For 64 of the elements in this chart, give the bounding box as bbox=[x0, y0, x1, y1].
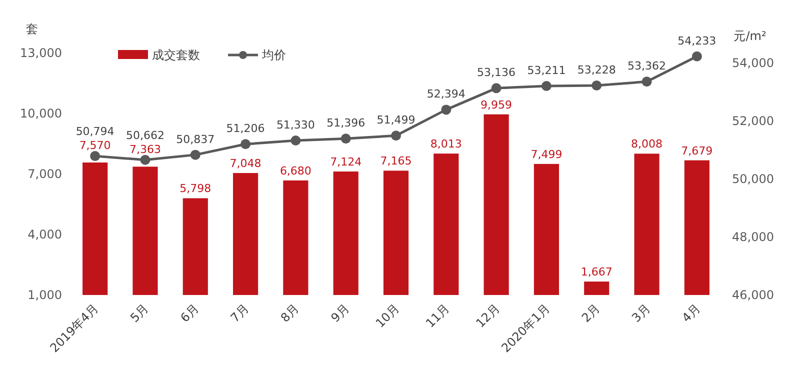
x-tick-label: 7月 bbox=[228, 301, 252, 326]
point bbox=[541, 81, 552, 92]
y2tick: 46,000 bbox=[732, 288, 774, 302]
legend-label: 成交套数 bbox=[152, 48, 200, 62]
ytick: 1,000 bbox=[28, 288, 62, 302]
point bbox=[441, 104, 452, 115]
x-tick-label: 11月 bbox=[423, 301, 452, 330]
data-label: 8,008 bbox=[631, 138, 663, 151]
x-tick-label: 5月 bbox=[128, 301, 152, 326]
data-label: 51,330 bbox=[276, 118, 315, 132]
data-label: 53,228 bbox=[577, 64, 616, 77]
y2-axis-title: 元/m² bbox=[734, 29, 766, 43]
data-label: 7,363 bbox=[129, 142, 161, 156]
point bbox=[290, 136, 301, 146]
data-label: 53,136 bbox=[477, 66, 516, 80]
ytick: 13,000 bbox=[20, 46, 62, 60]
y2tick: 48,000 bbox=[732, 230, 774, 244]
data-label: 50,837 bbox=[176, 132, 215, 146]
data-label: 7,165 bbox=[380, 154, 412, 168]
data-label: 50,662 bbox=[126, 128, 164, 142]
x-tick-label: 9月 bbox=[328, 301, 352, 326]
data-label: 53,211 bbox=[527, 64, 566, 78]
data-label: 1,667 bbox=[580, 266, 612, 279]
x-tick-label: 3月 bbox=[629, 301, 653, 326]
point bbox=[190, 150, 200, 160]
point bbox=[90, 151, 100, 162]
point bbox=[140, 154, 150, 165]
point bbox=[642, 76, 652, 87]
point bbox=[592, 80, 602, 91]
x-tick-label: 4月 bbox=[679, 301, 704, 326]
y2tick: 52,000 bbox=[732, 114, 774, 128]
data-label: 54,233 bbox=[678, 34, 716, 48]
data-label: 5,798 bbox=[180, 182, 212, 196]
x-tick-label: 8月 bbox=[278, 301, 302, 326]
x-tick-label: 12月 bbox=[473, 301, 502, 330]
data-label: 51,499 bbox=[376, 114, 416, 127]
point bbox=[240, 139, 251, 150]
data-label: 8,013 bbox=[430, 138, 462, 151]
x-tick-label: 2月 bbox=[578, 301, 603, 326]
point bbox=[340, 134, 351, 144]
ytick: 7,000 bbox=[28, 167, 62, 181]
data-label: 7,124 bbox=[330, 156, 362, 168]
y2tick: 50,000 bbox=[732, 172, 774, 186]
legend-label: 均价 bbox=[261, 48, 286, 62]
y-axis-title: 套 bbox=[26, 22, 38, 36]
data-label: 6,680 bbox=[280, 164, 312, 178]
data-label: 50,794 bbox=[76, 125, 114, 138]
data-label: 7,679 bbox=[681, 144, 713, 158]
data-label: 52,394 bbox=[426, 88, 466, 101]
ytick: 4,000 bbox=[28, 228, 62, 242]
data-label: 51,396 bbox=[326, 116, 366, 130]
data-label: 9,959 bbox=[480, 98, 512, 112]
y2tick: 54,000 bbox=[732, 56, 774, 70]
point bbox=[491, 83, 502, 94]
x-tick-label: 6月 bbox=[178, 301, 202, 326]
data-label: 51,206 bbox=[226, 122, 265, 136]
ytick: 10,000 bbox=[20, 106, 62, 120]
data-label: 7,499 bbox=[530, 148, 562, 161]
data-label: 7,570 bbox=[79, 139, 111, 152]
x-tick-label: 10月 bbox=[372, 301, 402, 330]
point bbox=[692, 51, 702, 62]
data-label: 53,362 bbox=[628, 60, 666, 73]
point bbox=[391, 130, 401, 141]
data-label: 7,048 bbox=[230, 157, 262, 170]
